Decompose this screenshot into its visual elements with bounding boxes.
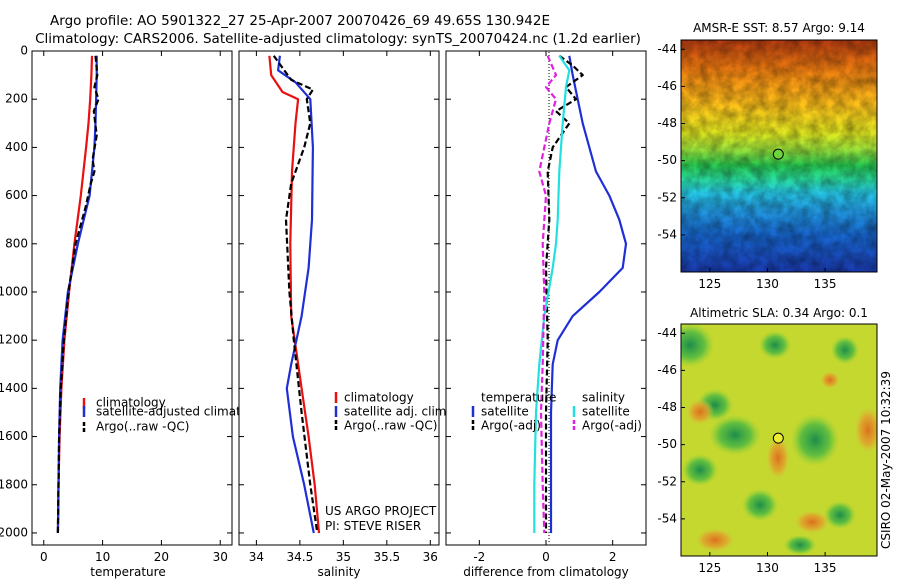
temperature-ticks: 0 10 20 30 0 200 400 600 800 1000 1200 1400 1600 1800… — [0, 44, 232, 564]
series-line-argo-raw-qc — [56, 55, 100, 534]
legend-label-temp-satellite: satellite — [481, 405, 529, 419]
series-line-argo-raw-qc — [272, 55, 319, 534]
map-y-tick-label: -48 — [657, 400, 677, 414]
x-tick-label: 34.5 — [287, 550, 314, 564]
temperature-axes-frame — [31, 50, 233, 546]
legend-title-temperature: temperature — [481, 391, 556, 405]
map-x-tick-label: 130 — [756, 561, 779, 575]
y-tick-label: 200 — [5, 92, 28, 106]
legend-label-argo: Argo(..raw -QC) — [96, 420, 189, 434]
temperature-panel: 0 10 20 30 0 200 400 600 800 1000 1200 1400 1600 1800… — [0, 44, 274, 580]
salinity-xlabel: salinity — [317, 565, 360, 579]
sla-map-ticks: 125 130 135 -44 -46 -48 -50 -52 -54 — [657, 326, 836, 575]
y-tick-label: 1200 — [0, 333, 28, 347]
sla-map: Altimetric SLA: 0.34 Argo: 0.1 125 130 135… — [657, 306, 878, 575]
series-line-satellite-adj-clim — [277, 55, 315, 534]
pi-label: PI: STEVE RISER — [325, 519, 421, 533]
x-tick-label: 35.5 — [373, 550, 400, 564]
legend-label-climatology: climatology — [344, 391, 414, 405]
y-tick-label: 0 — [20, 44, 28, 58]
figure-title-line2: Climatology: CARS2006. Satellite-adjuste… — [35, 31, 641, 47]
y-tick-label: 1000 — [0, 284, 28, 298]
x-tick-label: 35 — [336, 550, 351, 564]
difference-ticks: -2 0 2 — [446, 50, 646, 564]
series-line-satellite-adjusted-climatology — [56, 55, 98, 534]
sst-map-ticks: 125 130 135 -44 -46 -48 -50 -52 -54 — [657, 42, 836, 291]
argo-float-marker — [772, 432, 784, 444]
y-tick-label: 2000 — [0, 525, 28, 539]
x-tick-label: 2 — [609, 550, 617, 564]
map-y-tick-label: -54 — [657, 227, 677, 241]
legend-label-satellite: satellite-adjusted climatology — [96, 405, 274, 419]
argo-float-marker — [772, 148, 784, 160]
sst-map-title: AMSR-E SST: 8.57 Argo: 9.14 — [693, 21, 865, 35]
temperature-xlabel: temperature — [90, 565, 165, 579]
temperature-legend: climatology satellite-adjusted climatolo… — [82, 396, 274, 434]
difference-xlabel: difference from climatology — [463, 565, 629, 579]
x-tick-label: 30 — [213, 550, 228, 564]
map-y-tick-label: -46 — [657, 79, 677, 93]
x-tick-label: 0 — [542, 550, 550, 564]
map-x-tick-label: 135 — [814, 561, 837, 575]
temperature-series — [56, 55, 100, 534]
series-line-climatology — [268, 55, 321, 534]
y-tick-label: 800 — [5, 236, 28, 250]
legend-title-salinity: salinity — [582, 391, 625, 405]
map-x-tick-label: 125 — [698, 561, 721, 575]
project-label: US ARGO PROJECT — [325, 504, 437, 518]
y-tick-label: 600 — [5, 188, 28, 202]
map-x-tick-label: 130 — [756, 277, 779, 291]
x-tick-label: 34 — [249, 550, 264, 564]
legend-label-sal-argo: Argo(-adj) — [582, 419, 642, 433]
sla-map-title: Altimetric SLA: 0.34 Argo: 0.1 — [690, 306, 868, 320]
x-tick-label: 36 — [423, 550, 438, 564]
difference-panel: -2 0 2 difference from climatology tempera… — [445, 50, 647, 579]
x-tick-label: 10 — [95, 550, 110, 564]
y-tick-label: 400 — [5, 140, 28, 154]
x-tick-label: 20 — [154, 550, 169, 564]
map-y-tick-label: -44 — [657, 42, 677, 56]
legend-label-satellite: satellite adj. clim. — [344, 405, 450, 419]
legend-label-temp-argo: Argo(-adj) — [481, 419, 541, 433]
salinity-series — [268, 55, 321, 534]
series-line-salinity-satellite — [533, 55, 571, 533]
salinity-panel: 34 34.5 35 35.5 36 salinity climatology sate… — [238, 50, 450, 579]
sla-map-frame — [680, 323, 878, 557]
map-x-tick-label: 135 — [814, 277, 837, 291]
map-y-tick-label: -52 — [657, 190, 677, 204]
salinity-axes-frame — [238, 50, 440, 546]
map-y-tick-label: -52 — [657, 474, 677, 488]
sst-map: AMSR-E SST: 8.57 Argo: 9.14 125 130 135 -44… — [657, 21, 878, 291]
y-tick-label: 1600 — [0, 429, 28, 443]
legend-label-climatology: climatology — [96, 396, 166, 410]
legend-label-argo: Argo(..raw -QC) — [344, 419, 437, 433]
y-tick-label: 1400 — [0, 381, 28, 395]
side-timestamp-label: CSIRO 02-May-2007 10:32:39 — [879, 371, 893, 549]
map-x-tick-label: 125 — [698, 277, 721, 291]
map-y-tick-label: -50 — [657, 153, 677, 167]
x-tick-label: 0 — [40, 550, 48, 564]
map-y-tick-label: -48 — [657, 116, 677, 130]
series-line-temperature-satellite — [549, 55, 628, 533]
salinity-legend: climatology satellite adj. clim. Argo(..… — [334, 391, 450, 433]
map-y-tick-label: -44 — [657, 326, 677, 340]
y-tick-label: 1800 — [0, 477, 28, 491]
difference-legend: temperature satellite Argo(-adj) salinit… — [471, 391, 642, 433]
figure-title-line1: Argo profile: AO 5901322_27 25-Apr-2007 … — [50, 13, 550, 29]
difference-series — [533, 54, 628, 534]
map-y-tick-label: -46 — [657, 363, 677, 377]
series-line-salinity-argo-adj — [538, 55, 558, 534]
map-y-tick-label: -50 — [657, 437, 677, 451]
x-tick-label: -2 — [473, 550, 485, 564]
map-y-tick-label: -54 — [657, 511, 677, 525]
sst-map-frame — [680, 39, 878, 273]
legend-label-sal-satellite: satellite — [582, 405, 630, 419]
salinity-ticks: 34 34.5 35 35.5 36 — [239, 50, 439, 564]
